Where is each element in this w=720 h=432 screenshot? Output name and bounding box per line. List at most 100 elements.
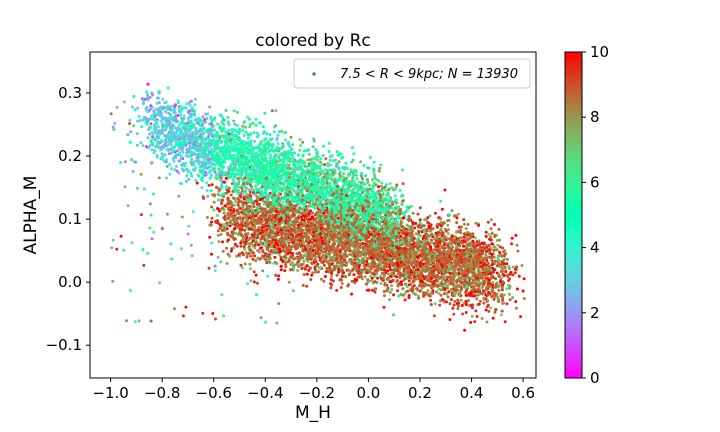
scatter-point <box>160 121 164 125</box>
scatter-point <box>229 249 233 253</box>
scatter-point <box>277 274 281 278</box>
scatter-point <box>438 303 442 307</box>
scatter-point <box>201 311 205 315</box>
scatter-point <box>379 282 383 285</box>
scatter-point <box>392 313 395 317</box>
scatter-point <box>379 184 383 188</box>
scatter-point <box>346 167 350 171</box>
scatter-point <box>187 169 191 173</box>
scatter-point <box>279 181 283 185</box>
scatter-point <box>411 220 415 224</box>
scatter-point <box>494 308 498 312</box>
scatter-point <box>207 170 211 174</box>
scatter-point <box>240 266 244 270</box>
scatter-point <box>210 252 213 256</box>
scatter-point <box>266 274 270 278</box>
scatter-point <box>169 242 173 246</box>
scatter-point <box>182 105 186 109</box>
scatter-point <box>305 272 309 276</box>
scatter-point <box>275 160 279 164</box>
scatter-point <box>307 152 311 156</box>
scatter-point <box>396 289 400 293</box>
scatter-point <box>279 258 283 261</box>
scatter-point <box>510 242 514 246</box>
scatter-point <box>418 218 422 222</box>
scatter-point <box>305 264 309 268</box>
scatter-point <box>165 147 169 151</box>
scatter-point <box>135 186 139 190</box>
scatter-point <box>446 223 450 227</box>
scatter-point <box>509 271 513 275</box>
scatter-point <box>253 254 257 258</box>
scatter-point <box>112 128 116 131</box>
scatter-point <box>327 141 331 145</box>
scatter-point <box>207 134 211 138</box>
scatter-point <box>156 125 160 129</box>
scatter-point <box>186 232 190 236</box>
scatter-point <box>220 293 224 297</box>
scatter-point <box>206 148 210 152</box>
scatter-point <box>155 153 159 157</box>
scatter-point <box>470 314 474 318</box>
scatter-point <box>210 125 214 129</box>
scatter-point <box>249 267 252 271</box>
scatter-point <box>205 181 209 185</box>
scatter-point <box>350 292 354 296</box>
scatter-point <box>298 148 302 152</box>
scatter-point <box>467 292 471 296</box>
scatter-point <box>119 161 123 164</box>
scatter-point <box>316 158 320 162</box>
scatter-point <box>142 263 146 267</box>
scatter-point <box>182 114 186 118</box>
scatter-point <box>373 177 377 180</box>
scatter-point <box>140 118 144 122</box>
scatter-point <box>503 320 507 324</box>
scatter-point <box>119 234 123 238</box>
scatter-point <box>393 194 397 198</box>
scatter-point <box>371 184 375 188</box>
scatter-point <box>501 298 505 302</box>
scatter-point <box>384 188 388 192</box>
scatter-point <box>218 136 222 140</box>
scatter-point <box>331 279 335 283</box>
scatter-point <box>115 247 119 251</box>
scatter-point <box>456 298 460 302</box>
scatter-point <box>215 173 219 177</box>
scatter-point <box>450 289 453 293</box>
scatter-point <box>135 143 139 147</box>
scatter-point <box>185 102 189 106</box>
scatter-point <box>174 103 177 107</box>
scatter-point <box>359 160 363 164</box>
scatter-point <box>211 312 215 315</box>
scatter-point <box>452 303 456 307</box>
scatter-point <box>302 259 306 263</box>
scatter-point <box>342 172 346 176</box>
scatter-point <box>146 82 150 86</box>
scatter-point <box>251 257 255 261</box>
scatter-point <box>203 170 207 174</box>
scatter-point <box>474 309 478 313</box>
scatter-point <box>193 97 197 101</box>
scatter-point <box>153 114 157 118</box>
scatter-point <box>369 279 373 283</box>
scatter-point <box>188 130 192 134</box>
scatter-point <box>176 113 180 117</box>
scatter-point <box>340 156 344 160</box>
scatter-point <box>268 191 272 195</box>
scatter-point <box>151 135 155 139</box>
scatter-point <box>446 232 450 236</box>
scatter-point <box>243 228 247 232</box>
scatter-point <box>443 188 447 192</box>
scatter-point <box>276 277 280 281</box>
scatter-point <box>347 232 351 236</box>
scatter-point <box>404 283 408 287</box>
scatter-point <box>352 273 356 277</box>
scatter-point <box>189 171 193 175</box>
scatter-point <box>328 158 332 162</box>
scatter-point <box>240 251 244 255</box>
scatter-point <box>194 156 198 160</box>
scatter-point <box>244 125 247 129</box>
scatter-point <box>429 298 433 302</box>
scatter-point <box>150 237 154 241</box>
scatter-points <box>109 82 526 332</box>
